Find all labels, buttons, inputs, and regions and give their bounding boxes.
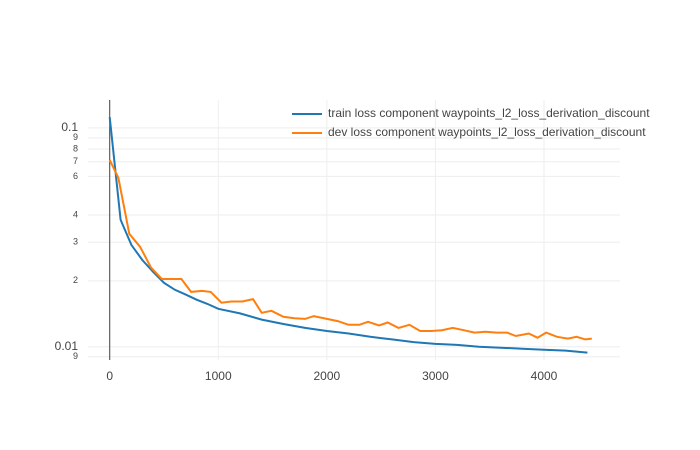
- y-tick-label: 0.1: [61, 120, 78, 134]
- y-tick-label: 9: [73, 351, 78, 361]
- y-tick-label: 3: [73, 237, 78, 247]
- data-line: [108, 159, 592, 341]
- x-tick-label: 4000: [531, 369, 558, 383]
- x-tick-label: 1000: [205, 369, 232, 383]
- y-tick-label: 9: [73, 132, 78, 142]
- y-tick-label: 2: [73, 275, 78, 285]
- x-tick-label: 3000: [422, 369, 449, 383]
- legend-label: dev loss component waypoints_l2_loss_der…: [328, 125, 646, 139]
- x-tick-label: 2000: [314, 369, 341, 383]
- y-tick-label: 4: [73, 209, 78, 219]
- y-tick-label: 8: [73, 143, 78, 153]
- data-line: [108, 116, 588, 354]
- y-tick-label: 0.01: [55, 339, 79, 353]
- x-tick-label: 0: [106, 369, 113, 383]
- y-tick-label: 7: [73, 156, 78, 166]
- legend-label: train loss component waypoints_l2_loss_d…: [328, 106, 650, 120]
- y-tick-label: 6: [73, 171, 78, 181]
